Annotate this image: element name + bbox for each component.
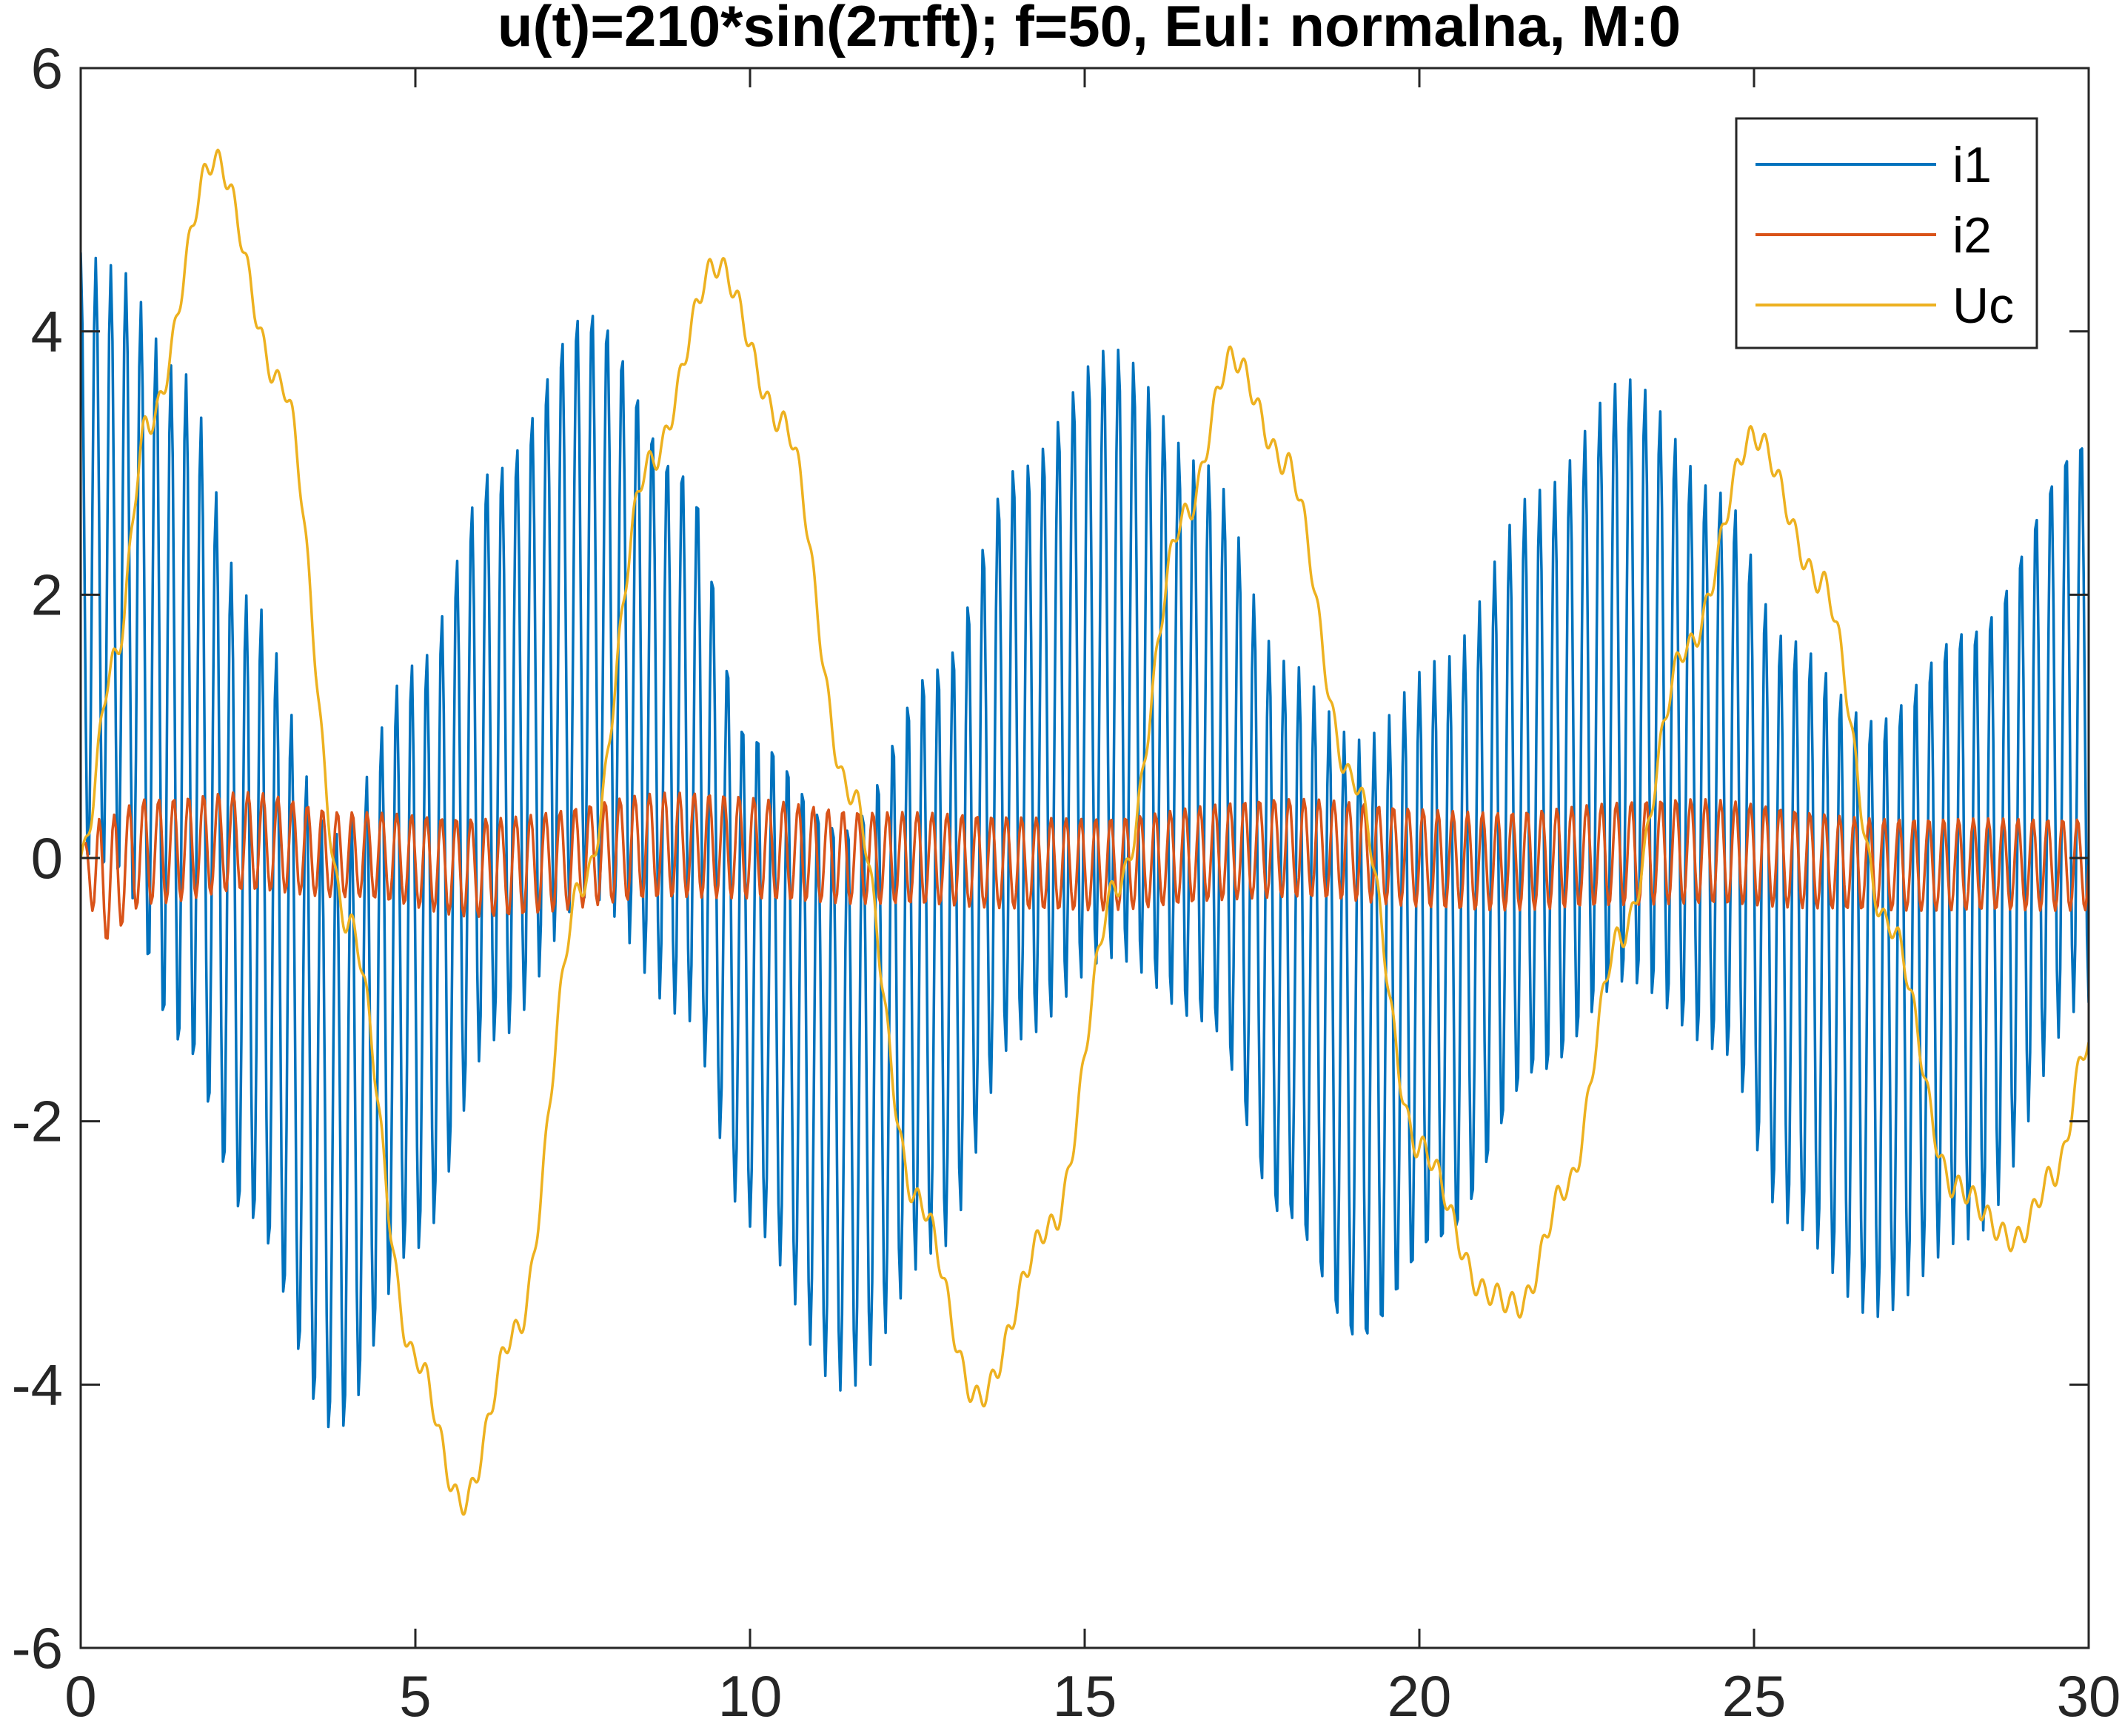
x-tick-label: 25 [1722, 1663, 1787, 1729]
x-tick-label: 0 [64, 1663, 96, 1729]
series-line-i2 [81, 791, 2089, 940]
y-tick-label: -4 [12, 1352, 63, 1417]
x-tick-label: 10 [718, 1663, 783, 1729]
tick-layer: 0 5 10 15 20 25 30 -6 -4 -2 0 2 4 6 [12, 36, 2121, 1729]
y-tick-label: -2 [12, 1089, 63, 1154]
legend-label-i1: i1 [1952, 137, 1992, 193]
y-tick-label: 4 [31, 299, 63, 364]
legend: i1 i2 Uc [1735, 117, 2038, 349]
x-tick-label: 5 [399, 1663, 431, 1729]
series-line-i1 [81, 252, 2089, 1429]
x-tick-label: 30 [2057, 1663, 2121, 1729]
y-tick-label: -6 [12, 1615, 63, 1680]
legend-label-Uc: Uc [1952, 278, 2014, 334]
legend-label-i2: i2 [1952, 207, 1992, 264]
x-tick-label: 15 [1053, 1663, 1117, 1729]
series-layer [81, 148, 2089, 1516]
y-tick-label: 6 [31, 36, 63, 101]
x-tick-label: 20 [1388, 1663, 1452, 1729]
y-tick-label: 0 [31, 825, 63, 891]
y-tick-label: 2 [31, 562, 63, 627]
chart-title: u(t)=210*sin(2πft); f=50, Eul: normalna,… [498, 0, 1681, 58]
series-line-Uc [81, 148, 2089, 1516]
